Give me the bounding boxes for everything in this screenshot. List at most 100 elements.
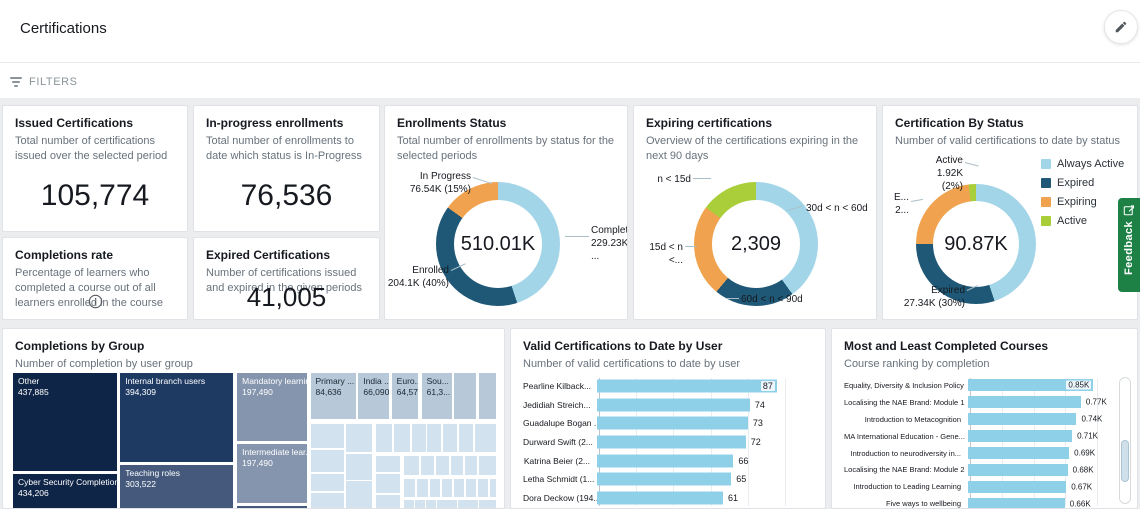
bar[interactable]: [597, 435, 746, 449]
treemap-cell-small[interactable]: [457, 500, 468, 508]
treemap-cell-small[interactable]: [425, 500, 436, 508]
treemap-cell-unlabeled[interactable]: [454, 373, 477, 420]
treemap-cell-small[interactable]: [394, 424, 411, 452]
bar-value-label: 0.66K: [1069, 499, 1091, 509]
bar-value-label: 66: [738, 455, 749, 466]
treemap-cell-value: 84,636: [315, 387, 342, 398]
card-valid-certifications-by-user: Valid Certifications to Date by User Num…: [510, 328, 826, 509]
treemap-cell-small[interactable]: [466, 479, 477, 498]
treemap-cell[interactable]: Sou... 61,3...: [421, 373, 452, 420]
bar-row: Introduction to Leading Learning 0.67K: [844, 478, 1103, 495]
treemap-cell-small[interactable]: [479, 500, 496, 508]
treemap-cell[interactable]: Primary ... 84,636: [310, 373, 356, 420]
chart-scrollbar[interactable]: [1119, 377, 1131, 504]
card-certification-by-status: Certification By Status Number of valid …: [882, 105, 1138, 320]
donut-certification-by-status[interactable]: 90.87K: [916, 184, 1036, 304]
scrollbar-thumb[interactable]: [1121, 440, 1129, 482]
treemap-cell[interactable]: Teaching roles 303,522: [120, 464, 234, 508]
treemap-cell[interactable]: Internal branch users 394,309: [120, 373, 234, 462]
bar-value-label: 0.74K: [1081, 414, 1103, 424]
bar[interactable]: [597, 472, 732, 486]
treemap-cell-small[interactable]: [346, 424, 372, 452]
treemap-cell-label: Euro...: [396, 376, 419, 386]
treemap-cell-small[interactable]: [376, 424, 393, 452]
treemap-cell-value: 437,885: [18, 387, 49, 398]
bar[interactable]: [968, 430, 1073, 443]
bar[interactable]: [968, 480, 1067, 493]
feedback-tab[interactable]: Feedback: [1118, 198, 1140, 292]
treemap-cell-small[interactable]: [415, 500, 426, 508]
callout-leader-line: [565, 236, 589, 237]
kpi-value-expired: 41,005: [246, 282, 327, 312]
treemap-cell-small[interactable]: [478, 479, 489, 498]
bar[interactable]: [968, 447, 1070, 459]
treemap-cell-small[interactable]: [403, 500, 414, 508]
treemap-cell-small[interactable]: [450, 455, 464, 476]
legend-label: Active: [1057, 215, 1087, 227]
donut-expiring-certifications[interactable]: 2,309: [694, 182, 818, 306]
treemap-cell-label: Teaching roles: [125, 467, 181, 478]
treemap-cell-small[interactable]: [346, 481, 372, 508]
bar[interactable]: [968, 463, 1068, 476]
bar[interactable]: [597, 416, 748, 430]
treemap-cell-small[interactable]: [465, 455, 478, 476]
bar[interactable]: [968, 379, 1093, 392]
treemap-cell-small[interactable]: [346, 454, 372, 480]
legend-item[interactable]: Always Active: [1041, 158, 1124, 170]
treemap-cell-small[interactable]: [459, 424, 474, 452]
bar[interactable]: [597, 454, 734, 468]
treemap-cell-small[interactable]: [416, 479, 428, 498]
legend-item[interactable]: Active: [1041, 215, 1124, 227]
treemap-cell-value: 64,573: [396, 387, 419, 398]
edit-dashboard-button[interactable]: [1104, 10, 1138, 44]
treemap-cell-small[interactable]: [310, 493, 345, 508]
treemap-cell-unlabeled[interactable]: [237, 505, 307, 508]
treemap-cell-small[interactable]: [376, 455, 400, 472]
feedback-pencil-icon: [1123, 204, 1135, 216]
treemap-cell[interactable]: Other 437,885: [13, 373, 118, 471]
treemap-cell-small[interactable]: [310, 449, 345, 472]
bar-category-label: Pearline Kilback...: [523, 381, 592, 392]
bar[interactable]: [597, 491, 724, 505]
treemap-cell-small[interactable]: [376, 495, 400, 508]
info-icon[interactable]: [3, 294, 187, 309]
treemap-cell-small[interactable]: [453, 479, 465, 498]
treemap-cell-small[interactable]: [475, 424, 496, 452]
treemap-cell-small[interactable]: [468, 500, 479, 508]
treemap-cell-small[interactable]: [489, 479, 496, 498]
treemap-cell-unlabeled[interactable]: [479, 373, 496, 420]
treemap-cell-small[interactable]: [435, 455, 449, 476]
treemap-cell-small[interactable]: [429, 479, 440, 498]
treemap-cell-small[interactable]: [447, 500, 458, 508]
card-subtitle: Overview of the certifications expiring …: [646, 135, 859, 162]
treemap-cell-small[interactable]: [310, 424, 345, 448]
bar[interactable]: [968, 497, 1065, 508]
treemap-cell[interactable]: India ... 66,090: [358, 373, 390, 420]
treemap-cell-small[interactable]: [443, 424, 458, 452]
treemap-cell[interactable]: Euro...64,573: [391, 373, 419, 420]
treemap-cell-small[interactable]: [427, 424, 442, 452]
legend-item[interactable]: Expiring: [1041, 196, 1124, 208]
treemap-cell[interactable]: Mandatory learning197,490: [237, 373, 307, 442]
treemap-cell-small[interactable]: [411, 424, 426, 452]
treemap-cell-small[interactable]: [479, 455, 496, 476]
treemap-cell-small[interactable]: [436, 500, 447, 508]
bar[interactable]: [597, 379, 777, 393]
treemap-cell-small[interactable]: [403, 455, 419, 476]
treemap-cell[interactable]: Cyber Security Completions J...434,206: [13, 473, 118, 508]
bar[interactable]: [597, 398, 750, 412]
treemap-cell-small[interactable]: [420, 455, 434, 476]
treemap-cell-small[interactable]: [376, 473, 400, 494]
bar[interactable]: [968, 396, 1081, 409]
treemap-cell-small[interactable]: [441, 479, 453, 498]
treemap-cell-small[interactable]: [310, 473, 345, 492]
donut-center-value: 2,309: [730, 232, 782, 255]
callout-leader-line: [964, 162, 979, 167]
legend-item[interactable]: Expired: [1041, 177, 1124, 189]
donut-enrollments-status[interactable]: 510.01K: [436, 182, 560, 306]
filters-control[interactable]: FILTERS: [10, 76, 78, 88]
bar[interactable]: [968, 413, 1077, 426]
treemap-cell[interactable]: Intermediate lear... 197,490: [237, 444, 307, 504]
treemap-cell-small[interactable]: [403, 479, 415, 498]
